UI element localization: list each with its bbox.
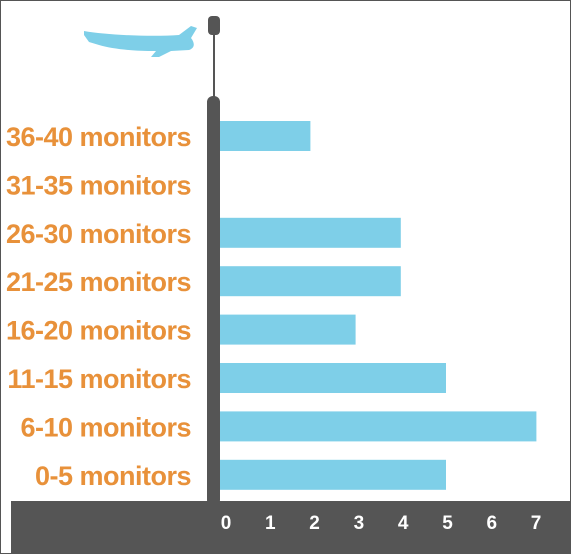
- antenna: [208, 16, 220, 99]
- bar-3: [220, 217, 401, 248]
- x-tick-label: 7: [531, 513, 542, 534]
- x-tick-label: 1: [265, 513, 276, 534]
- bar-7: [220, 411, 537, 442]
- bars: [220, 121, 537, 490]
- category-label: 36-40 monitors: [6, 122, 191, 152]
- y-axis-bar: [207, 96, 220, 506]
- category-label: 11-15 monitors: [7, 364, 191, 394]
- bar-6: [220, 363, 446, 393]
- x-tick-label: 5: [442, 513, 453, 534]
- x-tick-label: 2: [309, 513, 320, 534]
- airplane-icon: [84, 26, 197, 57]
- bar-8: [220, 459, 446, 490]
- category-labels: 36-40 monitors 31-35 monitors 26-30 monito…: [6, 122, 192, 491]
- x-tick-label: 3: [354, 513, 365, 534]
- x-axis-band: [11, 501, 570, 553]
- category-label: 26-30 monitors: [6, 219, 191, 249]
- bar-1: [220, 121, 311, 151]
- bar-4: [220, 266, 401, 297]
- x-axis-ticks: 0 1 2 3 4 5 6 7: [221, 513, 542, 534]
- x-tick-label: 6: [487, 513, 498, 534]
- category-label: 0-5 monitors: [35, 461, 191, 491]
- bar-5: [220, 314, 356, 345]
- x-tick-label: 0: [221, 513, 232, 534]
- category-label: 21-25 monitors: [6, 267, 191, 297]
- category-label: 16-20 monitors: [6, 316, 191, 346]
- category-label: 31-35 monitors: [6, 170, 191, 200]
- category-label: 6-10 monitors: [20, 412, 191, 442]
- x-tick-label: 4: [398, 513, 409, 534]
